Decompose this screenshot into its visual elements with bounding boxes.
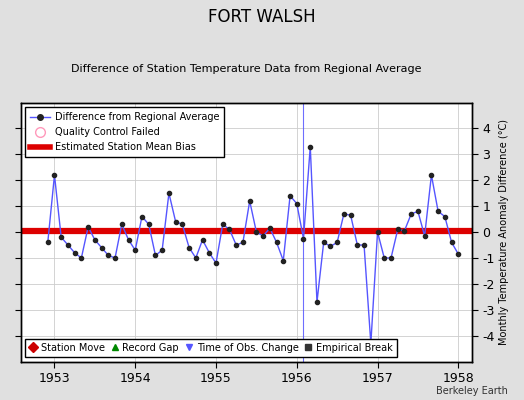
Text: Berkeley Earth: Berkeley Earth <box>436 386 508 396</box>
Text: FORT WALSH: FORT WALSH <box>208 8 316 26</box>
Title: Difference of Station Temperature Data from Regional Average: Difference of Station Temperature Data f… <box>71 64 421 74</box>
Legend: Station Move, Record Gap, Time of Obs. Change, Empirical Break: Station Move, Record Gap, Time of Obs. C… <box>26 339 397 357</box>
Y-axis label: Monthly Temperature Anomaly Difference (°C): Monthly Temperature Anomaly Difference (… <box>499 119 509 345</box>
